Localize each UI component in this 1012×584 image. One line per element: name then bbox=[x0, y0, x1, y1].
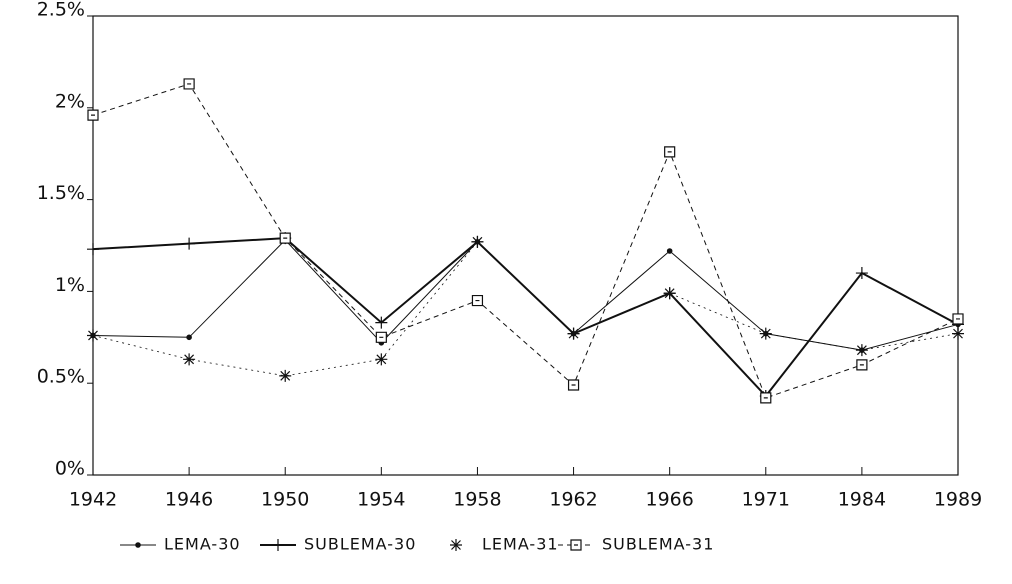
y-tick-label: 1.5% bbox=[37, 182, 85, 204]
marker-star bbox=[450, 539, 462, 551]
marker-square bbox=[87, 109, 99, 121]
marker-square bbox=[856, 359, 868, 371]
series-line bbox=[92, 241, 959, 377]
marker-dot bbox=[186, 334, 192, 341]
marker-square bbox=[570, 539, 582, 551]
marker-star bbox=[279, 369, 292, 382]
marker-square bbox=[952, 313, 964, 325]
marker-dot bbox=[135, 542, 141, 548]
x-tick-label: 1946 bbox=[165, 489, 213, 511]
x-tick-label: 1950 bbox=[261, 489, 309, 511]
x-tick-label: 1962 bbox=[549, 489, 597, 511]
legend: LEMA-30 SUBLEMA-30 LEMA-31 SUBLEMA-31 bbox=[120, 535, 714, 554]
marker-dot bbox=[666, 248, 673, 254]
marker-star bbox=[567, 327, 580, 340]
legend-item: LEMA-30 bbox=[120, 535, 241, 554]
x-tick-label: 1954 bbox=[357, 489, 405, 511]
y-tick-label: 0.5% bbox=[37, 366, 85, 388]
series-line bbox=[92, 83, 959, 399]
marker-square bbox=[760, 392, 772, 404]
legend-label: SUBLEMA-31 bbox=[602, 535, 714, 554]
y-tick-label: 2.5% bbox=[37, 0, 85, 21]
legend-item: LEMA-31 bbox=[450, 535, 559, 554]
legend-label: LEMA-30 bbox=[164, 535, 241, 554]
x-tick-label: 1984 bbox=[838, 489, 886, 511]
marker-plus bbox=[375, 316, 388, 329]
marker-star bbox=[855, 344, 868, 357]
series-line bbox=[92, 239, 959, 351]
marker-square bbox=[567, 379, 580, 391]
marker-plus bbox=[87, 243, 99, 256]
x-tick-label: 1942 bbox=[69, 489, 117, 511]
x-tick-label: 1966 bbox=[645, 489, 693, 511]
y-tick-label: 2% bbox=[55, 90, 85, 112]
marker-star bbox=[952, 327, 964, 340]
x-tick-label: 1989 bbox=[934, 489, 982, 511]
marker-star bbox=[87, 329, 99, 342]
legend-label: SUBLEMA-30 bbox=[304, 535, 416, 554]
legend-label: LEMA-31 bbox=[482, 535, 559, 554]
x-tick-label: 1971 bbox=[742, 489, 790, 511]
marker-star bbox=[759, 327, 772, 340]
series-line bbox=[92, 237, 959, 398]
plot-frame bbox=[92, 15, 959, 476]
y-tick-label: 1% bbox=[55, 274, 85, 296]
y-tick-label: 0% bbox=[55, 458, 85, 480]
marker-plus bbox=[183, 237, 196, 250]
marker-plus bbox=[272, 539, 284, 551]
marker-square bbox=[471, 294, 484, 307]
marker-square bbox=[183, 78, 195, 90]
legend-item: SUBLEMA-30 bbox=[260, 535, 416, 554]
marker-star bbox=[375, 353, 388, 366]
marker-square bbox=[375, 331, 387, 343]
marker-star bbox=[183, 353, 196, 366]
marker-star bbox=[471, 235, 484, 248]
legend-item: SUBLEMA-31 bbox=[558, 535, 714, 554]
x-tick-label: 1958 bbox=[453, 489, 501, 511]
marker-plus bbox=[855, 267, 868, 280]
marker-star bbox=[663, 287, 676, 300]
marker-square bbox=[664, 146, 676, 158]
marker-square bbox=[279, 232, 291, 244]
